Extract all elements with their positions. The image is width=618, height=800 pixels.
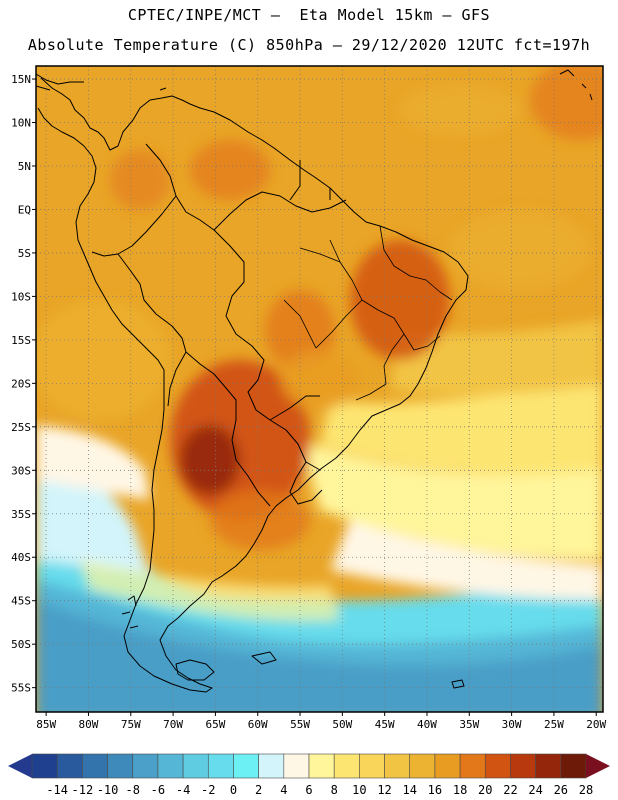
longitude-label: 35W — [459, 718, 479, 731]
longitude-label: 50W — [332, 718, 352, 731]
colorbar-box — [82, 753, 108, 779]
map-title-line-2: Absolute Temperature (C) 850hPa – 29/12/… — [27, 36, 591, 54]
latitude-label: 15N — [11, 73, 31, 86]
colorbar-box — [560, 753, 587, 779]
longitude-label: 70W — [163, 718, 183, 731]
colorbar-label: 24 — [528, 783, 542, 797]
colorbar-label: -2 — [201, 783, 215, 797]
colorbar-box — [510, 753, 536, 779]
latitude-label: 40S — [11, 551, 31, 564]
latitude-label: 10N — [11, 117, 31, 130]
longitude-label: 80W — [79, 718, 99, 731]
longitude-label: 30W — [502, 718, 522, 731]
longitude-label: 75W — [121, 718, 141, 731]
colorbar-label: -10 — [97, 783, 119, 797]
colorbar-label: -6 — [151, 783, 165, 797]
latitude-labels: 15N 10N 5N EQ 5S 10S 15S 20S 25S 30S 35S 40S 45S 50S 5… — [11, 73, 36, 695]
longitude-label: 85W — [36, 718, 56, 731]
colorbar-label: 12 — [377, 783, 391, 797]
longitude-label: 60W — [248, 718, 268, 731]
colorbar-label: 4 — [280, 783, 287, 797]
caribbean-islands — [159, 69, 593, 101]
colorbar: -14 -12 -10 -8 -6 -4 -2 0 2 4 6 8 10 12 14 16 18 20 22 24 26… — [8, 753, 610, 797]
longitude-label: 55W — [290, 718, 310, 731]
colorbar-label: 26 — [554, 783, 568, 797]
colorbar-label: 18 — [453, 783, 467, 797]
latitude-label: 5N — [18, 160, 31, 173]
map-title-line-1: CPTEC/INPE/MCT – Eta Model 15km – GFS — [127, 6, 491, 24]
latitude-label: EQ — [18, 203, 31, 216]
colorbar-box — [132, 753, 159, 779]
colorbar-box — [359, 753, 385, 779]
colorbar-box — [56, 753, 83, 779]
colorbar-label: 16 — [428, 783, 442, 797]
colorbar-box — [434, 753, 461, 779]
colorbar-box — [283, 753, 310, 779]
colorbar-label: 14 — [403, 783, 417, 797]
colorbar-label: 10 — [352, 783, 366, 797]
longitude-labels: 85W 80W 75W 70W 65W 60W 55W 50W 45W 40W 35W 30W 25W 2… — [36, 712, 607, 731]
latitude-label: 50S — [11, 638, 31, 651]
colorbar-box — [409, 753, 436, 779]
colorbar-box — [207, 753, 234, 779]
central-america-coastline — [36, 73, 84, 91]
colorbar-label: 0 — [230, 783, 237, 797]
colorbar-label: -4 — [176, 783, 190, 797]
colorbar-label: -8 — [126, 783, 140, 797]
longitude-label: 20W — [586, 718, 606, 731]
longitude-label: 40W — [417, 718, 437, 731]
colorbar-label: 8 — [331, 783, 338, 797]
colorbar-box — [484, 753, 511, 779]
latitude-label: 25S — [11, 421, 31, 434]
colorbar-box — [459, 753, 486, 779]
tierra-del-fuego-islands — [121, 595, 465, 689]
latitude-label: 20S — [11, 377, 31, 390]
latitude-label: 55S — [11, 682, 31, 695]
colorbar-label: 6 — [305, 783, 312, 797]
latitude-label: 5S — [18, 247, 31, 260]
colorbar-labels: -14 -12 -10 -8 -6 -4 -2 0 2 4 6 8 10 12 14 16 18 20 22 24 26… — [46, 783, 593, 797]
south-america-coastline — [37, 77, 469, 693]
colorbar-box — [333, 753, 360, 779]
longitude-label: 65W — [205, 718, 225, 731]
colorbar-over-arrow — [586, 754, 610, 778]
country-borders — [91, 143, 347, 507]
lat-lon-gridlines — [36, 66, 603, 712]
colorbar-box — [233, 753, 259, 779]
colorbar-box — [157, 753, 184, 779]
colorbar-box — [31, 753, 58, 779]
latitude-label: 35S — [11, 508, 31, 521]
colorbar-box — [535, 753, 562, 779]
latitude-label: 45S — [11, 595, 31, 608]
colorbar-box — [258, 753, 285, 779]
colorbar-under-arrow — [8, 754, 32, 778]
colorbar-label: 22 — [503, 783, 517, 797]
coastline-borders — [36, 69, 593, 693]
colorbar-label: 20 — [478, 783, 492, 797]
map-frame — [35, 65, 604, 713]
colorbar-label: -14 — [46, 783, 68, 797]
colorbar-box — [107, 753, 134, 779]
colorbar-box — [182, 753, 209, 779]
latitude-label: 10S — [11, 290, 31, 303]
colorbar-label: -12 — [72, 783, 94, 797]
longitude-label: 25W — [544, 718, 564, 731]
colorbar-box — [384, 753, 411, 779]
latitude-label: 15S — [11, 334, 31, 347]
brazil-state-borders — [283, 225, 453, 401]
colorbar-boxes — [31, 753, 587, 779]
colorbar-box — [308, 753, 335, 779]
colorbar-label: 28 — [579, 783, 593, 797]
map-plot-area — [36, 66, 603, 712]
longitude-label: 45W — [375, 718, 395, 731]
colorbar-label: 2 — [255, 783, 262, 797]
latitude-label: 30S — [11, 464, 31, 477]
